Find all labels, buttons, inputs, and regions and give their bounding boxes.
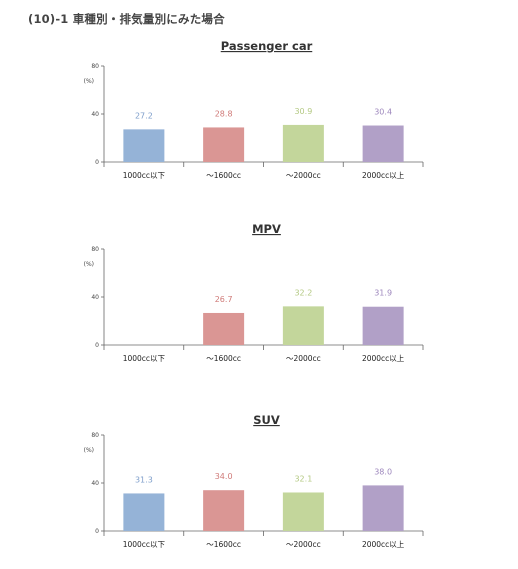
y-tick-label: 0 (95, 342, 99, 349)
y-tick-label: 40 (91, 111, 99, 118)
category-label: 1000cc以下 (123, 540, 166, 549)
bar (282, 124, 324, 162)
category-label: ～1600cc (206, 540, 241, 549)
y-tick-label: 80 (91, 63, 99, 70)
y-tick-label: 40 (91, 294, 99, 301)
chart-title: SUV (253, 413, 280, 427)
data-label: 31.9 (374, 289, 392, 298)
category-label: 2000cc以上 (362, 540, 405, 549)
y-axis-unit: (%) (84, 261, 94, 268)
category-label: ～2000cc (286, 171, 321, 180)
y-tick-label: 40 (91, 480, 99, 487)
data-label: 26.7 (215, 295, 233, 304)
data-label: 32.2 (294, 288, 312, 297)
data-label: 32.1 (294, 474, 312, 483)
bar (123, 129, 165, 162)
bar (203, 490, 245, 531)
data-label: 30.9 (294, 107, 312, 116)
category-label: ～2000cc (286, 540, 321, 549)
bar (203, 127, 245, 162)
category-label: ～1600cc (206, 171, 241, 180)
category-label: 1000cc以下 (123, 171, 166, 180)
y-axis-unit: (%) (84, 78, 94, 85)
chart-2: MPV 80 40 0 (%) 1000cc以下 26.7 ～1600cc 32.2 ～2000c… (84, 222, 424, 363)
data-label: 38.0 (374, 467, 392, 476)
bar (203, 312, 245, 345)
chart-1: Passenger car 80 40 0 (%) 27.2 1000cc以下 28.8 ～16… (84, 39, 424, 180)
data-label: 30.4 (374, 108, 392, 117)
category-label: ～2000cc (286, 354, 321, 363)
data-label: 28.8 (215, 109, 233, 118)
data-label: 27.2 (135, 111, 153, 120)
y-tick-label: 80 (91, 432, 99, 439)
bar (362, 485, 404, 531)
category-label: 2000cc以上 (362, 171, 405, 180)
category-label: 1000cc以下 (123, 354, 166, 363)
y-tick-label: 0 (95, 159, 99, 166)
category-label: ～1600cc (206, 354, 241, 363)
y-axis-unit: (%) (84, 447, 94, 454)
page-heading: (10)-1 車種別・排気量別にみた場合 (28, 12, 225, 26)
data-label: 34.0 (215, 472, 233, 481)
data-label: 31.3 (135, 475, 153, 484)
bar (362, 125, 404, 162)
y-tick-label: 80 (91, 246, 99, 253)
bar (282, 492, 324, 531)
y-tick-label: 0 (95, 528, 99, 535)
chart-title: MPV (252, 222, 281, 236)
chart-title: Passenger car (221, 39, 313, 53)
category-label: 2000cc以上 (362, 354, 405, 363)
bar (362, 306, 404, 345)
chart-3: SUV 80 40 0 (%) 31.3 1000cc以下 34.0 ～1600cc 32.1 ～2… (84, 413, 424, 549)
bar (282, 306, 324, 345)
bar (123, 493, 165, 531)
